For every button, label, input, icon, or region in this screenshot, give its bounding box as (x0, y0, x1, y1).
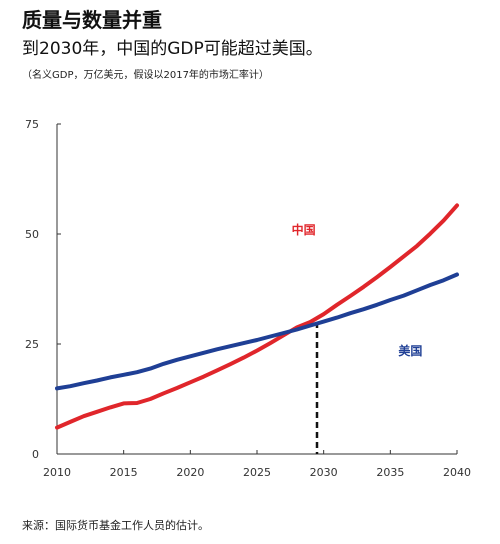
chart-subtitle: 到2030年，中国的GDP可能超过美国。 (22, 39, 323, 59)
series-label-usa: 美国 (398, 343, 422, 358)
x-tick-label: 2020 (176, 466, 204, 479)
chart-axes: 0 25 50 75 2010 2015 2020 2025 2030 2035 2040 (25, 118, 471, 479)
series-line-china (55, 203, 459, 430)
x-tick-label: 2025 (243, 466, 271, 479)
series-layer (55, 203, 459, 454)
chart-title: 质量与数量并重 (22, 8, 162, 32)
x-tick-label: 2040 (443, 466, 471, 479)
y-tick-label: 25 (25, 338, 39, 351)
x-tick-label: 2035 (376, 466, 404, 479)
series-label-china: 中国 (292, 222, 316, 237)
y-tick-label: 0 (32, 448, 39, 461)
x-tick-label: 2030 (310, 466, 338, 479)
x-tick-label: 2015 (110, 466, 138, 479)
source-note: 来源：国际货币基金工作人员的估计。 (22, 519, 209, 532)
chart-note: （名义GDP，万亿美元，假设以2017年的市场汇率计） (22, 70, 269, 81)
x-tick-label: 2010 (43, 466, 71, 479)
y-tick-label: 50 (25, 228, 39, 241)
y-tick-label: 75 (25, 118, 39, 131)
series-line-usa (55, 272, 459, 391)
